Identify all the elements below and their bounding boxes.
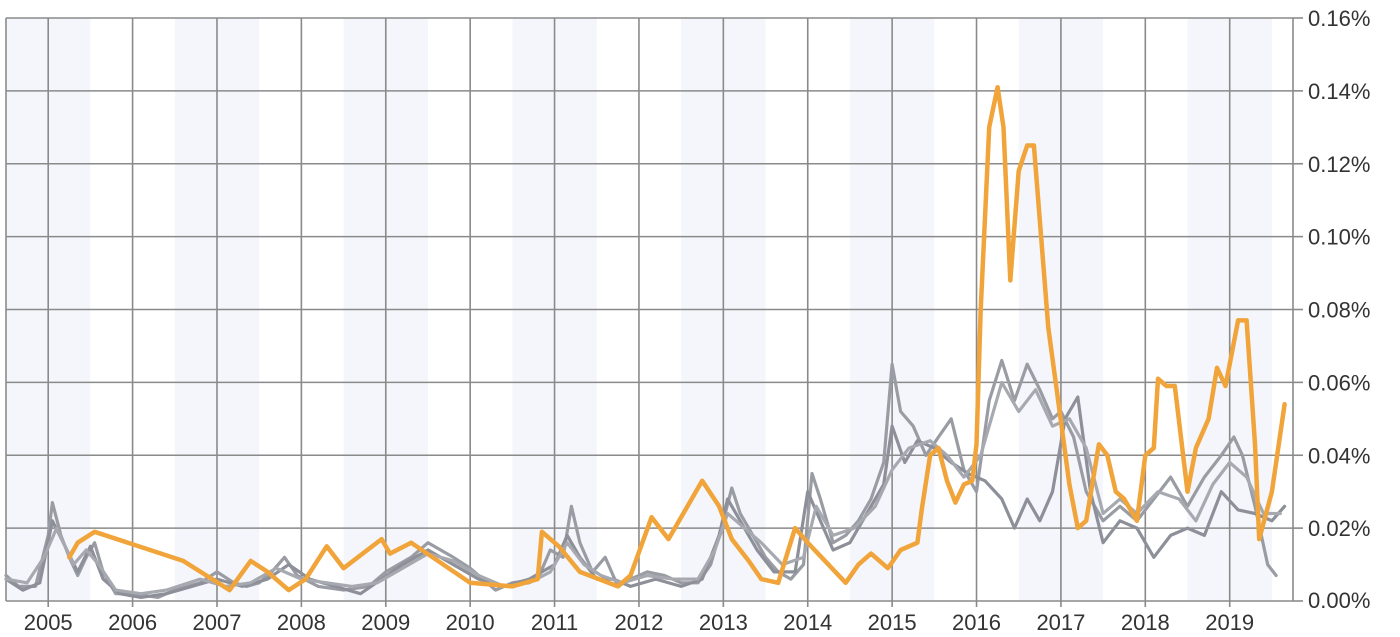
x-tick-label-2006: 2006 [108, 610, 157, 635]
x-tick-label-2015: 2015 [868, 610, 917, 635]
series-lines [4, 84, 1287, 599]
series-line-2 [4, 395, 1287, 599]
x-tick-label-2017: 2017 [1036, 610, 1085, 635]
x-tick-label-2009: 2009 [361, 610, 410, 635]
x-tick-label-2013: 2013 [699, 610, 748, 635]
x-tick-label-2014: 2014 [783, 610, 832, 635]
x-tick-label-2007: 2007 [193, 610, 242, 635]
x-tick-label-2016: 2016 [952, 610, 1001, 635]
y-tick-label-2: 0.04% [1308, 443, 1370, 468]
x-tick-label-2010: 2010 [446, 610, 495, 635]
y-tick-label-1: 0.02% [1308, 516, 1370, 541]
x-tick-label-2008: 2008 [277, 610, 326, 635]
x-tick-label-2012: 2012 [614, 610, 663, 635]
x-tick-label-2005: 2005 [24, 610, 73, 635]
y-tick-label-0: 0.00% [1308, 588, 1370, 613]
x-tick-label-2019: 2019 [1205, 610, 1254, 635]
y-tick-label-6: 0.12% [1308, 152, 1370, 177]
series-line-4 [67, 84, 1287, 593]
y-axis-labels: 0.00% 0.02% 0.04% 0.06% 0.08% 0.10% 0.12% 0.14%… [1308, 6, 1370, 613]
x-axis-labels: 2005 2006 2007 2008 2009 2010 2011 2012 2013 2014… [24, 610, 1254, 635]
x-tick-label-2018: 2018 [1121, 610, 1170, 635]
y-tick-label-8: 0.16% [1308, 6, 1370, 31]
y-tick-label-5: 0.10% [1308, 225, 1370, 250]
x-tick-label-2011: 2011 [531, 610, 578, 635]
y-tick-label-4: 0.08% [1308, 298, 1370, 323]
y-tick-label-3: 0.06% [1308, 370, 1370, 395]
y-tick-label-7: 0.14% [1308, 79, 1370, 104]
